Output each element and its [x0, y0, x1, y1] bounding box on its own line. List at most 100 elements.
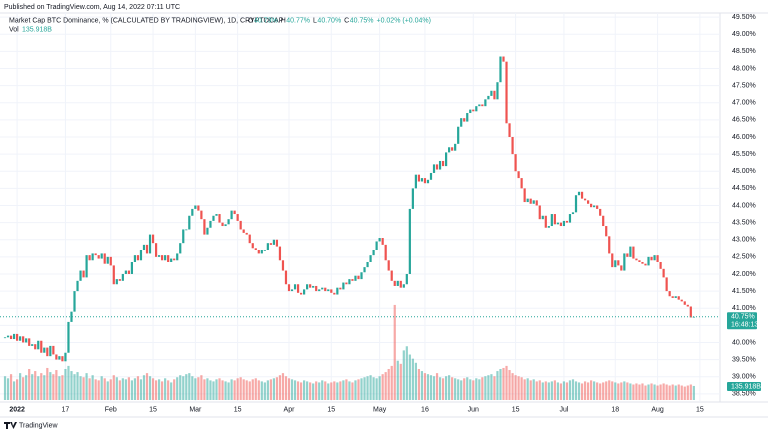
candle-body — [411, 188, 414, 209]
candle-body — [381, 238, 384, 245]
x-tick-label: 15 — [234, 406, 242, 413]
volume-bar — [544, 381, 547, 400]
volume-bar — [236, 378, 239, 400]
volume-bar — [206, 378, 209, 400]
volume-bar — [37, 376, 40, 400]
volume-bar — [173, 379, 176, 400]
candle-body — [626, 253, 629, 257]
candle-body — [614, 260, 617, 268]
y-tick-label: 38.50% — [732, 391, 756, 398]
candle-body — [118, 279, 121, 281]
candle-body — [668, 291, 671, 297]
candle-body — [151, 234, 155, 244]
volume-bar — [121, 378, 124, 400]
candle-body — [451, 147, 454, 151]
volume-bar — [565, 382, 569, 400]
candle-body — [46, 347, 49, 357]
volume-bar — [321, 380, 324, 400]
volume-bar — [638, 384, 641, 400]
candle-body — [266, 243, 269, 251]
candle-body — [290, 289, 294, 292]
volume-bar — [472, 380, 475, 400]
candle-body — [553, 214, 556, 225]
candle-body — [263, 250, 266, 251]
candle-body — [161, 255, 164, 261]
volume-bar — [502, 367, 505, 400]
candle-body — [369, 255, 372, 262]
volume-bar — [369, 375, 372, 400]
volume-bar — [215, 379, 218, 400]
candle-body — [109, 256, 112, 266]
volume-bar — [327, 383, 330, 400]
x-tick-label: Apr — [284, 406, 296, 413]
candle-body — [318, 289, 321, 292]
volume-bar — [381, 374, 384, 400]
candle-body — [58, 356, 61, 360]
candle-body — [312, 285, 315, 288]
x-tick-label: Mar — [189, 406, 202, 413]
volume-bar — [596, 382, 599, 400]
candle-body — [574, 195, 578, 213]
volume-bar — [559, 383, 563, 400]
candle-body — [233, 210, 236, 215]
candle-body — [535, 200, 538, 206]
volume-bar — [526, 378, 529, 400]
volume-bar — [46, 367, 49, 400]
candle-body — [142, 244, 146, 251]
volume-bar — [239, 377, 242, 400]
volume-bar — [523, 379, 526, 400]
candle-body — [611, 253, 614, 268]
candle-body — [218, 214, 221, 223]
volume-bar — [414, 362, 417, 400]
volume-bar — [61, 375, 64, 400]
volume-bar — [218, 378, 221, 400]
candle-body — [556, 222, 559, 225]
candle-body — [384, 244, 387, 261]
candle-body — [176, 253, 179, 261]
y-tick-label: 40.00% — [732, 339, 756, 346]
volume-bar — [342, 380, 345, 400]
volume-bar — [626, 382, 629, 400]
volume-bar — [251, 379, 254, 400]
volume-bar — [647, 384, 650, 400]
candle-body — [466, 113, 469, 122]
candle-body — [139, 250, 143, 261]
volume-bar — [85, 373, 88, 400]
candle-body — [115, 279, 118, 285]
volume-bar — [194, 378, 197, 400]
candle-body — [405, 273, 408, 285]
volume-bar — [309, 382, 312, 400]
volume-bar — [674, 385, 677, 400]
candle-body — [97, 255, 100, 259]
candle-body — [275, 239, 279, 247]
candle-body — [441, 160, 445, 167]
volume-bar — [97, 380, 100, 400]
volume-bar — [127, 377, 130, 400]
volume-bar — [396, 360, 399, 400]
volume-bar — [574, 381, 578, 400]
volume-bar — [454, 378, 457, 400]
candle-body — [505, 61, 508, 124]
candle-body — [194, 205, 197, 209]
candle-body — [532, 200, 535, 204]
volume-bar — [568, 380, 572, 400]
candle-body — [278, 246, 282, 261]
volume-bar — [435, 373, 439, 400]
volume-bar — [399, 363, 402, 400]
volume-bar — [662, 383, 665, 400]
volume-bar — [6, 378, 10, 400]
volume-bar — [351, 382, 354, 400]
candle-body — [19, 336, 22, 341]
volume-bar — [586, 382, 590, 400]
volume-bar — [245, 380, 248, 400]
volume-bar — [25, 375, 28, 400]
volume-bar — [348, 381, 351, 400]
volume-bar — [644, 385, 647, 400]
candle-body — [242, 229, 245, 233]
volume-bar — [64, 369, 67, 400]
volume-bar — [315, 381, 318, 400]
volume-bar — [200, 375, 203, 400]
candle-body — [650, 256, 653, 261]
volume-bar — [293, 380, 297, 400]
